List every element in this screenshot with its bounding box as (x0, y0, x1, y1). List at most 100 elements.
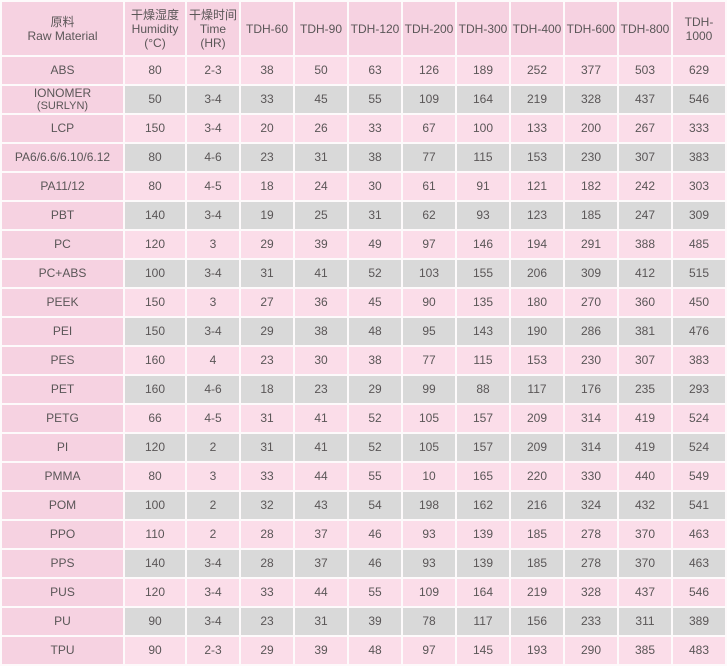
capacity-cell-tdh-400: 180 (511, 289, 563, 316)
material-name: PPO (49, 527, 76, 541)
capacity-cell-tdh-600: 290 (565, 637, 617, 664)
capacity-cell-tdh-300: 157 (457, 434, 509, 461)
capacity-cell-tdh-90: 39 (295, 231, 347, 258)
capacity-cell-tdh-1000: 483 (673, 637, 725, 664)
capacity-cell-tdh-600: 328 (565, 86, 617, 113)
capacity-cell-tdh-200: 10 (403, 463, 455, 490)
time-cell: 3 (187, 231, 239, 258)
capacity-cell-tdh-60: 18 (241, 376, 293, 403)
time-cell: 3 (187, 463, 239, 490)
material-name: PC (54, 237, 71, 251)
capacity-cell-tdh-800: 267 (619, 115, 671, 142)
capacity-cell-tdh-600: 182 (565, 173, 617, 200)
capacity-cell-tdh-90: 50 (295, 57, 347, 84)
time-label-en: Time (199, 21, 227, 36)
capacity-cell-tdh-90: 44 (295, 579, 347, 606)
capacity-cell-tdh-90: 37 (295, 521, 347, 548)
table-row: LCP 150 3-4 20 26 33 67 100 133 200 267 333 (2, 115, 725, 142)
capacity-cell-tdh-800: 419 (619, 434, 671, 461)
capacity-cell-tdh-300: 88 (457, 376, 509, 403)
capacity-cell-tdh-60: 32 (241, 492, 293, 519)
humidity-label-zh: 干燥湿度 (130, 7, 179, 22)
capacity-cell-tdh-600: 324 (565, 492, 617, 519)
material-name: PET (50, 382, 75, 396)
capacity-cell-tdh-300: 117 (457, 608, 509, 635)
capacity-cell-tdh-300: 93 (457, 202, 509, 229)
table-row: PEEK 150 3 27 36 45 90 135 180 270 360 450 (2, 289, 725, 316)
capacity-cell-tdh-1000: 515 (673, 260, 725, 287)
capacity-cell-tdh-600: 330 (565, 463, 617, 490)
material-name: PMMA (44, 469, 81, 483)
capacity-cell-tdh-600: 286 (565, 318, 617, 345)
humidity-unit: (°C) (144, 35, 166, 50)
capacity-cell-tdh-400: 185 (511, 521, 563, 548)
capacity-cell-tdh-200: 77 (403, 144, 455, 171)
capacity-cell-tdh-200: 67 (403, 115, 455, 142)
capacity-cell-tdh-200: 105 (403, 405, 455, 432)
column-header-humidity: 干燥湿度 Humidity (°C) (125, 2, 185, 55)
material-cell: PI (2, 434, 123, 461)
time-cell: 4-6 (187, 144, 239, 171)
time-cell: 3-4 (187, 579, 239, 606)
capacity-cell-tdh-300: 143 (457, 318, 509, 345)
capacity-cell-tdh-1000: 549 (673, 463, 725, 490)
capacity-cell-tdh-120: 38 (349, 144, 401, 171)
raw-material-label-en: Raw Material (27, 28, 98, 43)
capacity-cell-tdh-1000: 476 (673, 318, 725, 345)
table-row: PC+ABS 100 3-4 31 41 52 103 155 206 309 412 515 (2, 260, 725, 287)
capacity-cell-tdh-120: 52 (349, 434, 401, 461)
material-cell: PMMA (2, 463, 123, 490)
capacity-cell-tdh-1000: 541 (673, 492, 725, 519)
capacity-cell-tdh-1000: 389 (673, 608, 725, 635)
capacity-cell-tdh-60: 28 (241, 521, 293, 548)
material-cell: PUS (2, 579, 123, 606)
capacity-cell-tdh-120: 33 (349, 115, 401, 142)
humidity-cell: 160 (125, 347, 185, 374)
capacity-cell-tdh-400: 123 (511, 202, 563, 229)
capacity-cell-tdh-60: 33 (241, 463, 293, 490)
capacity-cell-tdh-400: 220 (511, 463, 563, 490)
time-cell: 3-4 (187, 608, 239, 635)
table-row: PEI 150 3-4 29 38 48 95 143 190 286 381 476 (2, 318, 725, 345)
capacity-cell-tdh-300: 139 (457, 521, 509, 548)
column-header-tdh-300: TDH-300 (457, 2, 509, 55)
material-cell: TPU (2, 637, 123, 664)
table-row: POM 100 2 32 43 54 198 162 216 324 432 541 (2, 492, 725, 519)
capacity-cell-tdh-90: 41 (295, 434, 347, 461)
capacity-cell-tdh-300: 146 (457, 231, 509, 258)
capacity-cell-tdh-60: 23 (241, 347, 293, 374)
material-cell: PEI (2, 318, 123, 345)
capacity-cell-tdh-60: 29 (241, 637, 293, 664)
capacity-cell-tdh-800: 307 (619, 144, 671, 171)
material-cell: PBT (2, 202, 123, 229)
capacity-cell-tdh-800: 242 (619, 173, 671, 200)
capacity-cell-tdh-120: 49 (349, 231, 401, 258)
material-cell: POM (2, 492, 123, 519)
capacity-cell-tdh-300: 189 (457, 57, 509, 84)
capacity-cell-tdh-90: 38 (295, 318, 347, 345)
capacity-cell-tdh-120: 48 (349, 637, 401, 664)
time-cell: 3-4 (187, 202, 239, 229)
capacity-cell-tdh-300: 115 (457, 347, 509, 374)
capacity-cell-tdh-120: 52 (349, 405, 401, 432)
column-header-tdh-800: TDH-800 (619, 2, 671, 55)
capacity-cell-tdh-120: 55 (349, 86, 401, 113)
time-cell: 2-3 (187, 637, 239, 664)
humidity-cell: 80 (125, 57, 185, 84)
material-cell: PC+ABS (2, 260, 123, 287)
capacity-cell-tdh-300: 165 (457, 463, 509, 490)
capacity-cell-tdh-120: 29 (349, 376, 401, 403)
capacity-cell-tdh-1000: 309 (673, 202, 725, 229)
material-subname: (SURLYN) (36, 99, 89, 112)
material-name: PEEK (46, 295, 79, 309)
capacity-cell-tdh-120: 48 (349, 318, 401, 345)
time-label-zh: 干燥时间 (188, 7, 237, 22)
time-cell: 2 (187, 492, 239, 519)
material-name: PETG (46, 411, 79, 425)
capacity-cell-tdh-1000: 383 (673, 144, 725, 171)
capacity-cell-tdh-600: 328 (565, 579, 617, 606)
capacity-cell-tdh-120: 54 (349, 492, 401, 519)
capacity-cell-tdh-120: 55 (349, 463, 401, 490)
material-cell: ABS (2, 57, 123, 84)
